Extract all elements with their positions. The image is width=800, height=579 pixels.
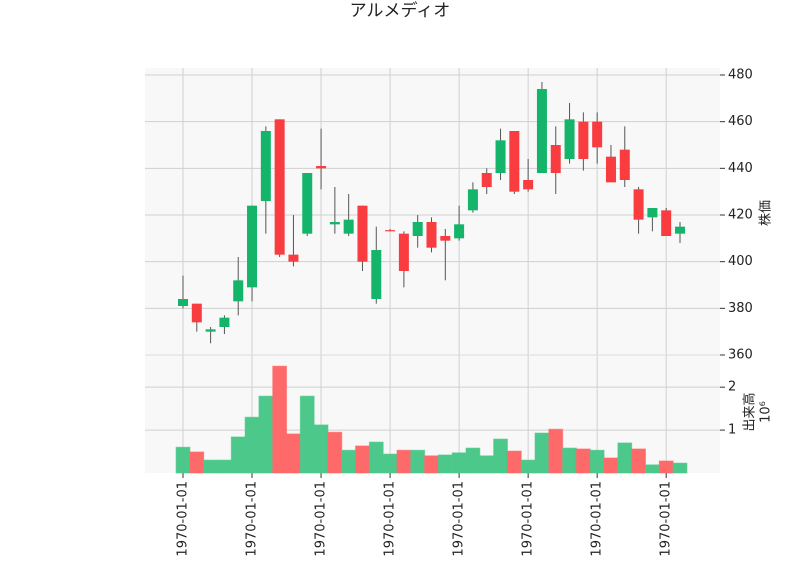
volume-bar <box>327 431 343 474</box>
y-tick-label: 460 <box>728 114 753 129</box>
volume-bar <box>217 459 232 474</box>
volume-bar <box>230 436 246 474</box>
candle-body <box>191 303 202 323</box>
candle-body <box>412 222 423 236</box>
volume-bar <box>410 449 426 474</box>
candle-body <box>178 299 188 306</box>
volume-bar <box>672 462 688 474</box>
candle-body <box>481 173 492 187</box>
candle-body <box>509 131 520 192</box>
candle-body <box>578 121 589 159</box>
volume-bar <box>479 455 495 474</box>
volume-bar <box>603 457 619 474</box>
volume-bar <box>244 416 260 474</box>
candle-body <box>329 222 340 225</box>
candle-body <box>274 119 285 255</box>
y-tick-label: 440 <box>728 161 753 176</box>
volume-bar <box>617 442 633 474</box>
volume-bar <box>506 450 522 474</box>
candle-body <box>247 205 258 288</box>
volume-bar <box>396 449 412 474</box>
volume-bar <box>286 433 301 474</box>
x-tick-label: 1970-01-01 <box>452 481 467 557</box>
volume-bar <box>437 454 453 474</box>
volume-bar <box>341 449 357 474</box>
y-axis-label: 株価 <box>759 200 774 226</box>
y2-scale-label: 10⁶ <box>759 401 774 423</box>
volume-bar <box>299 395 315 474</box>
candle-body <box>357 205 368 262</box>
volume-bar <box>631 448 646 474</box>
volume-bar <box>203 459 219 474</box>
candle-body <box>605 156 616 183</box>
volume-bar <box>534 432 550 474</box>
y2-tick-label: 1 <box>728 423 736 438</box>
y-tick-label: 360 <box>728 348 753 363</box>
volume-bar <box>175 446 191 474</box>
volume-bar <box>548 428 564 474</box>
candle-body <box>288 254 299 262</box>
volume-bar <box>368 441 384 474</box>
candle-body <box>219 317 230 327</box>
candle-body <box>316 166 327 169</box>
candle-body <box>647 208 658 218</box>
candle-body <box>233 280 244 302</box>
x-tick-label: 1970-01-01 <box>521 481 536 557</box>
volume-bar <box>258 395 274 474</box>
volume-bar <box>493 438 508 474</box>
volume-bar <box>313 424 329 474</box>
volume-bar <box>562 447 577 474</box>
volume-bar <box>465 447 481 474</box>
candle-body <box>343 219 354 234</box>
candle-body <box>564 119 575 159</box>
candle-body <box>260 131 271 201</box>
candle-body <box>633 189 644 220</box>
candle-body <box>495 140 506 173</box>
y-tick-label: 480 <box>728 68 753 83</box>
x-tick-label: 1970-01-01 <box>245 481 260 557</box>
candle-body <box>398 233 409 271</box>
candle-body <box>592 121 603 148</box>
x-tick-label: 1970-01-01 <box>314 481 329 557</box>
candle-body <box>661 210 672 236</box>
candle-body <box>536 89 547 173</box>
volume-bar <box>589 449 605 474</box>
candle-body <box>371 250 382 299</box>
x-tick-label: 1970-01-01 <box>659 481 674 557</box>
volume-bar <box>520 459 536 474</box>
candle-body <box>467 189 478 211</box>
candle-body <box>440 236 451 241</box>
volume-bar <box>658 460 674 474</box>
candle-body <box>454 224 465 239</box>
volume-bar <box>575 448 591 474</box>
x-tick-label: 1970-01-01 <box>590 481 605 557</box>
y-tick-label: 420 <box>728 208 753 223</box>
candle-body <box>385 230 396 232</box>
price-panel <box>145 68 720 355</box>
candle-body <box>523 180 534 190</box>
x-tick-label: 1970-01-01 <box>383 481 398 557</box>
candle-body <box>426 222 437 248</box>
candle-body <box>302 173 313 234</box>
volume-bar <box>355 445 370 474</box>
candle-body <box>550 145 561 173</box>
volume-bar <box>644 464 660 474</box>
y-tick-label: 380 <box>728 301 753 316</box>
candle-body <box>619 149 630 180</box>
x-tick-label: 1970-01-01 <box>176 481 191 557</box>
volume-bar <box>451 452 467 474</box>
volume-bar <box>189 451 205 474</box>
volume-bar <box>424 455 439 474</box>
y-tick-label: 400 <box>728 254 753 269</box>
y2-tick-label: 2 <box>728 380 736 395</box>
chart-title: アルメディオ <box>350 0 451 21</box>
volume-bar <box>382 453 398 474</box>
candle-body <box>675 226 685 234</box>
y2-axis-label: 出来高 <box>742 392 758 431</box>
candle-body <box>205 329 216 332</box>
volume-bar <box>272 365 288 474</box>
